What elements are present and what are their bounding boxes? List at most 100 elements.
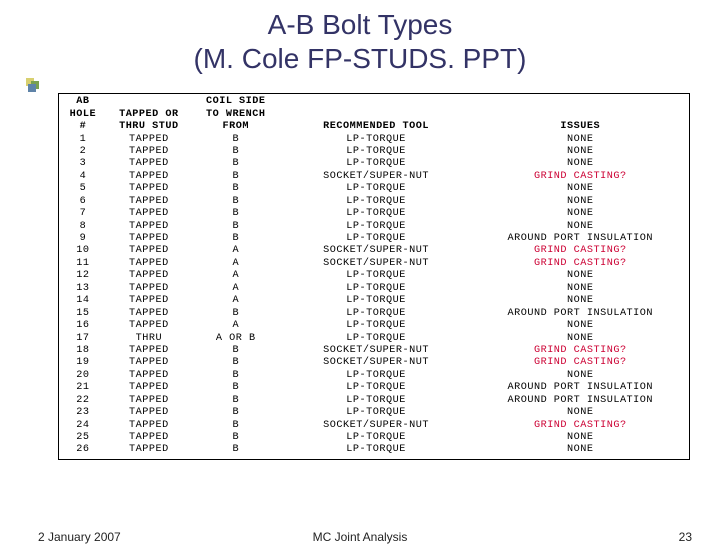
table-cell: NONE xyxy=(476,221,685,233)
table-cell: TAPPED xyxy=(103,171,195,183)
table-row: 11TAPPEDASOCKET/SUPER-NUTGRIND CASTING? xyxy=(63,258,685,270)
table-cell: 16 xyxy=(63,320,103,332)
table-cell: B xyxy=(195,432,277,444)
title-line-2: (M. Cole FP-STUDS. PPT) xyxy=(194,43,527,74)
th-side-l1: COIL SIDE xyxy=(195,96,277,108)
th-hole-l2: HOLE xyxy=(63,109,103,121)
table-cell: B xyxy=(195,158,277,170)
table-cell: TAPPED xyxy=(103,320,195,332)
table-cell: LP-TORQUE xyxy=(277,208,476,220)
table-cell: TAPPED xyxy=(103,158,195,170)
table-cell: 3 xyxy=(63,158,103,170)
th-issues-l1 xyxy=(476,96,685,108)
table-cell: B xyxy=(195,196,277,208)
table-row: 19TAPPEDBSOCKET/SUPER-NUTGRIND CASTING? xyxy=(63,357,685,369)
table-cell: B xyxy=(195,444,277,456)
table-row: 15TAPPEDBLP-TORQUEAROUND PORT INSULATION xyxy=(63,308,685,320)
table-row: 22TAPPEDBLP-TORQUEAROUND PORT INSULATION xyxy=(63,395,685,407)
table-cell: 26 xyxy=(63,444,103,456)
bolt-table-head: AB COIL SIDE HOLE TAPPED OR TO WRENCH # … xyxy=(63,96,685,133)
table-cell: 10 xyxy=(63,245,103,257)
footer-center: MC Joint Analysis xyxy=(0,530,720,544)
table-row: 12TAPPEDALP-TORQUENONE xyxy=(63,270,685,282)
table-cell: TAPPED xyxy=(103,308,195,320)
table-row: 26TAPPEDBLP-TORQUENONE xyxy=(63,444,685,456)
table-cell: GRIND CASTING? xyxy=(476,420,685,432)
table-cell: LP-TORQUE xyxy=(277,308,476,320)
table-cell: NONE xyxy=(476,196,685,208)
table-cell: AROUND PORT INSULATION xyxy=(476,233,685,245)
th-tapped-l1 xyxy=(103,96,195,108)
table-cell: B xyxy=(195,308,277,320)
table-cell: 25 xyxy=(63,432,103,444)
table-row: 14TAPPEDALP-TORQUENONE xyxy=(63,295,685,307)
th-tapped-l2: TAPPED OR xyxy=(103,109,195,121)
table-cell: B xyxy=(195,345,277,357)
table-cell: 5 xyxy=(63,183,103,195)
th-issues-l2 xyxy=(476,109,685,121)
table-row: 2TAPPEDBLP-TORQUENONE xyxy=(63,146,685,158)
table-cell: GRIND CASTING? xyxy=(476,357,685,369)
table-cell: LP-TORQUE xyxy=(277,134,476,146)
table-cell: LP-TORQUE xyxy=(277,395,476,407)
table-cell: SOCKET/SUPER-NUT xyxy=(277,420,476,432)
table-cell: TAPPED xyxy=(103,395,195,407)
accent-sq-3 xyxy=(28,84,36,92)
table-cell: B xyxy=(195,171,277,183)
table-row: 16TAPPEDALP-TORQUENONE xyxy=(63,320,685,332)
table-cell: B xyxy=(195,407,277,419)
bullet-accent-icon xyxy=(26,78,40,92)
table-cell: LP-TORQUE xyxy=(277,183,476,195)
table-cell: B xyxy=(195,395,277,407)
th-hole-l1: AB xyxy=(63,96,103,108)
table-cell: GRIND CASTING? xyxy=(476,171,685,183)
table-row: 20TAPPEDBLP-TORQUENONE xyxy=(63,370,685,382)
table-row: 7TAPPEDBLP-TORQUENONE xyxy=(63,208,685,220)
table-cell: TAPPED xyxy=(103,432,195,444)
table-cell: 20 xyxy=(63,370,103,382)
table-cell: 23 xyxy=(63,407,103,419)
table-cell: 22 xyxy=(63,395,103,407)
table-cell: B xyxy=(195,221,277,233)
table-cell: NONE xyxy=(476,283,685,295)
table-row: 25TAPPEDBLP-TORQUENONE xyxy=(63,432,685,444)
table-cell: TAPPED xyxy=(103,345,195,357)
table-cell: A xyxy=(195,320,277,332)
table-cell: B xyxy=(195,183,277,195)
table-cell: NONE xyxy=(476,333,685,345)
bolt-table: AB COIL SIDE HOLE TAPPED OR TO WRENCH # … xyxy=(63,96,685,457)
table-cell: NONE xyxy=(476,444,685,456)
table-cell: TAPPED xyxy=(103,221,195,233)
table-cell: TAPPED xyxy=(103,233,195,245)
table-cell: NONE xyxy=(476,270,685,282)
table-cell: LP-TORQUE xyxy=(277,233,476,245)
table-cell: B xyxy=(195,146,277,158)
table-cell: B xyxy=(195,134,277,146)
table-row: 24TAPPEDBSOCKET/SUPER-NUTGRIND CASTING? xyxy=(63,420,685,432)
table-cell: TAPPED xyxy=(103,134,195,146)
table-row: 23TAPPEDBLP-TORQUENONE xyxy=(63,407,685,419)
slide-title: A-B Bolt Types (M. Cole FP-STUDS. PPT) xyxy=(0,0,720,75)
table-cell: LP-TORQUE xyxy=(277,196,476,208)
table-cell: LP-TORQUE xyxy=(277,320,476,332)
table-cell: LP-TORQUE xyxy=(277,444,476,456)
table-cell: AROUND PORT INSULATION xyxy=(476,395,685,407)
table-cell: TAPPED xyxy=(103,444,195,456)
th-issues-l3: ISSUES xyxy=(476,121,685,133)
table-cell: LP-TORQUE xyxy=(277,382,476,394)
table-cell: THRU xyxy=(103,333,195,345)
table-cell: 14 xyxy=(63,295,103,307)
table-cell: 2 xyxy=(63,146,103,158)
table-row: 1TAPPEDBLP-TORQUENONE xyxy=(63,134,685,146)
table-cell: SOCKET/SUPER-NUT xyxy=(277,357,476,369)
table-cell: SOCKET/SUPER-NUT xyxy=(277,245,476,257)
table-cell: 17 xyxy=(63,333,103,345)
table-cell: LP-TORQUE xyxy=(277,158,476,170)
table-cell: A xyxy=(195,270,277,282)
table-cell: GRIND CASTING? xyxy=(476,258,685,270)
table-cell: TAPPED xyxy=(103,196,195,208)
table-cell: NONE xyxy=(476,432,685,444)
table-cell: A OR B xyxy=(195,333,277,345)
table-cell: TAPPED xyxy=(103,357,195,369)
table-cell: 4 xyxy=(63,171,103,183)
